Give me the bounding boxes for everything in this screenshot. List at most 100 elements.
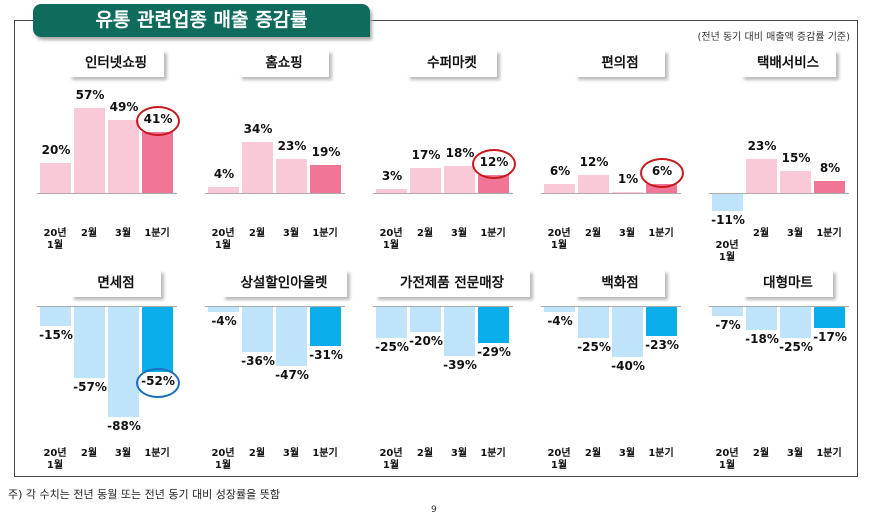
data-label: 12% xyxy=(479,155,509,169)
category-line: 3월 xyxy=(618,228,636,239)
data-label: -23% xyxy=(645,337,679,352)
category-line: 1분기 xyxy=(816,228,842,239)
category-line: 2월 xyxy=(248,228,266,239)
bar xyxy=(780,170,811,193)
bar xyxy=(142,131,173,193)
bar xyxy=(410,167,441,193)
category-line: 2월 xyxy=(248,448,266,459)
data-label: 18% xyxy=(445,146,475,160)
bar xyxy=(578,175,609,193)
page-number: 9 xyxy=(431,505,437,515)
bar xyxy=(208,187,239,193)
x-axis xyxy=(541,193,681,194)
data-label: -18% xyxy=(745,331,779,346)
bar xyxy=(646,307,677,336)
page-title: 유통 관련업종 매출 증감률 xyxy=(33,4,370,37)
category-line: 3월 xyxy=(282,228,300,239)
category-line: 20년 xyxy=(379,448,403,459)
panel-title: 대형마트 xyxy=(743,270,833,297)
data-label: 4% xyxy=(213,167,235,181)
data-label: 6% xyxy=(549,164,571,178)
category-label: 20년 1월 xyxy=(371,228,411,252)
data-label: 15% xyxy=(781,150,811,165)
bar xyxy=(814,181,845,193)
category-label: 20년 1월 xyxy=(539,228,579,252)
category-line: 20년 xyxy=(211,228,235,239)
data-label: 20% xyxy=(41,143,71,157)
bar xyxy=(612,307,643,357)
bar xyxy=(478,175,509,193)
category-line: 1월 xyxy=(550,460,568,471)
category-line: 1월 xyxy=(214,240,232,251)
bar xyxy=(74,307,105,379)
category-label: 3월 xyxy=(607,448,647,460)
category-label: 20년 1월 xyxy=(203,228,243,252)
category-line: 20년 xyxy=(43,448,67,459)
category-label: 1분기 xyxy=(809,448,849,460)
data-label: -31% xyxy=(309,347,343,362)
category-line: 1월 xyxy=(550,240,568,251)
data-label: -25% xyxy=(577,340,611,355)
data-label: -52% xyxy=(141,374,175,388)
category-label: 2월 xyxy=(573,448,613,460)
x-axis xyxy=(37,193,177,194)
bar xyxy=(40,307,71,326)
data-label: 6% xyxy=(651,164,673,178)
data-label: 41% xyxy=(143,111,173,126)
category-line: 1월 xyxy=(382,460,400,471)
data-label: 49% xyxy=(109,99,139,114)
bar xyxy=(108,307,139,417)
data-label: 19% xyxy=(311,144,341,159)
data-label: -25% xyxy=(375,340,409,355)
category-label: 20년 1월 xyxy=(35,228,75,252)
category-label: 2월 xyxy=(237,448,277,460)
bar xyxy=(142,307,173,372)
category-label: 20년 1월 xyxy=(371,448,411,472)
category-label: 2월 xyxy=(573,228,613,240)
category-line: 20년 xyxy=(715,240,739,251)
data-label: -25% xyxy=(779,340,813,355)
data-label: 1% xyxy=(617,171,639,186)
category-line: 1분기 xyxy=(480,448,506,459)
category-label: 2월 xyxy=(741,448,781,460)
x-axis xyxy=(373,306,513,307)
footnote: 주) 각 수치는 전년 동월 또는 전년 동기 대비 성장률을 뜻함 xyxy=(8,488,281,501)
bar xyxy=(746,307,777,330)
bar xyxy=(544,184,575,193)
category-label: 1분기 xyxy=(809,228,849,240)
data-label: 8% xyxy=(819,161,841,175)
bar xyxy=(478,307,509,344)
data-label: 17% xyxy=(411,147,441,162)
data-label: 34% xyxy=(243,122,273,136)
bar xyxy=(242,142,273,193)
category-line: 1월 xyxy=(718,252,736,263)
data-label: -39% xyxy=(443,357,477,372)
category-line: 20년 xyxy=(43,228,67,239)
panel-title: 홈쇼핑 xyxy=(239,50,329,77)
bar xyxy=(712,194,743,211)
panel-title: 면세점 xyxy=(71,270,161,297)
bar xyxy=(444,307,475,356)
data-label: -20% xyxy=(409,334,443,348)
bar xyxy=(646,184,677,193)
data-label: 3% xyxy=(381,168,403,183)
category-line: 2월 xyxy=(416,448,434,459)
category-line: 2월 xyxy=(416,228,434,239)
category-line: 20년 xyxy=(715,448,739,459)
category-label: 20년 1월 xyxy=(203,448,243,472)
category-line: 20년 xyxy=(547,228,571,239)
data-label: 57% xyxy=(75,87,105,102)
category-label: 1분기 xyxy=(137,228,177,240)
bar xyxy=(74,107,105,193)
category-line: 1분기 xyxy=(648,228,674,239)
category-label: 3월 xyxy=(103,448,143,460)
category-line: 1분기 xyxy=(816,448,842,459)
category-label: 1분기 xyxy=(641,228,681,240)
category-label: 3월 xyxy=(439,448,479,460)
category-line: 1월 xyxy=(46,460,64,471)
bar xyxy=(376,188,407,193)
category-label: 3월 xyxy=(607,228,647,240)
category-label: 1분기 xyxy=(305,228,345,240)
x-axis xyxy=(709,193,849,194)
category-label: 20년 1월 xyxy=(707,240,747,264)
